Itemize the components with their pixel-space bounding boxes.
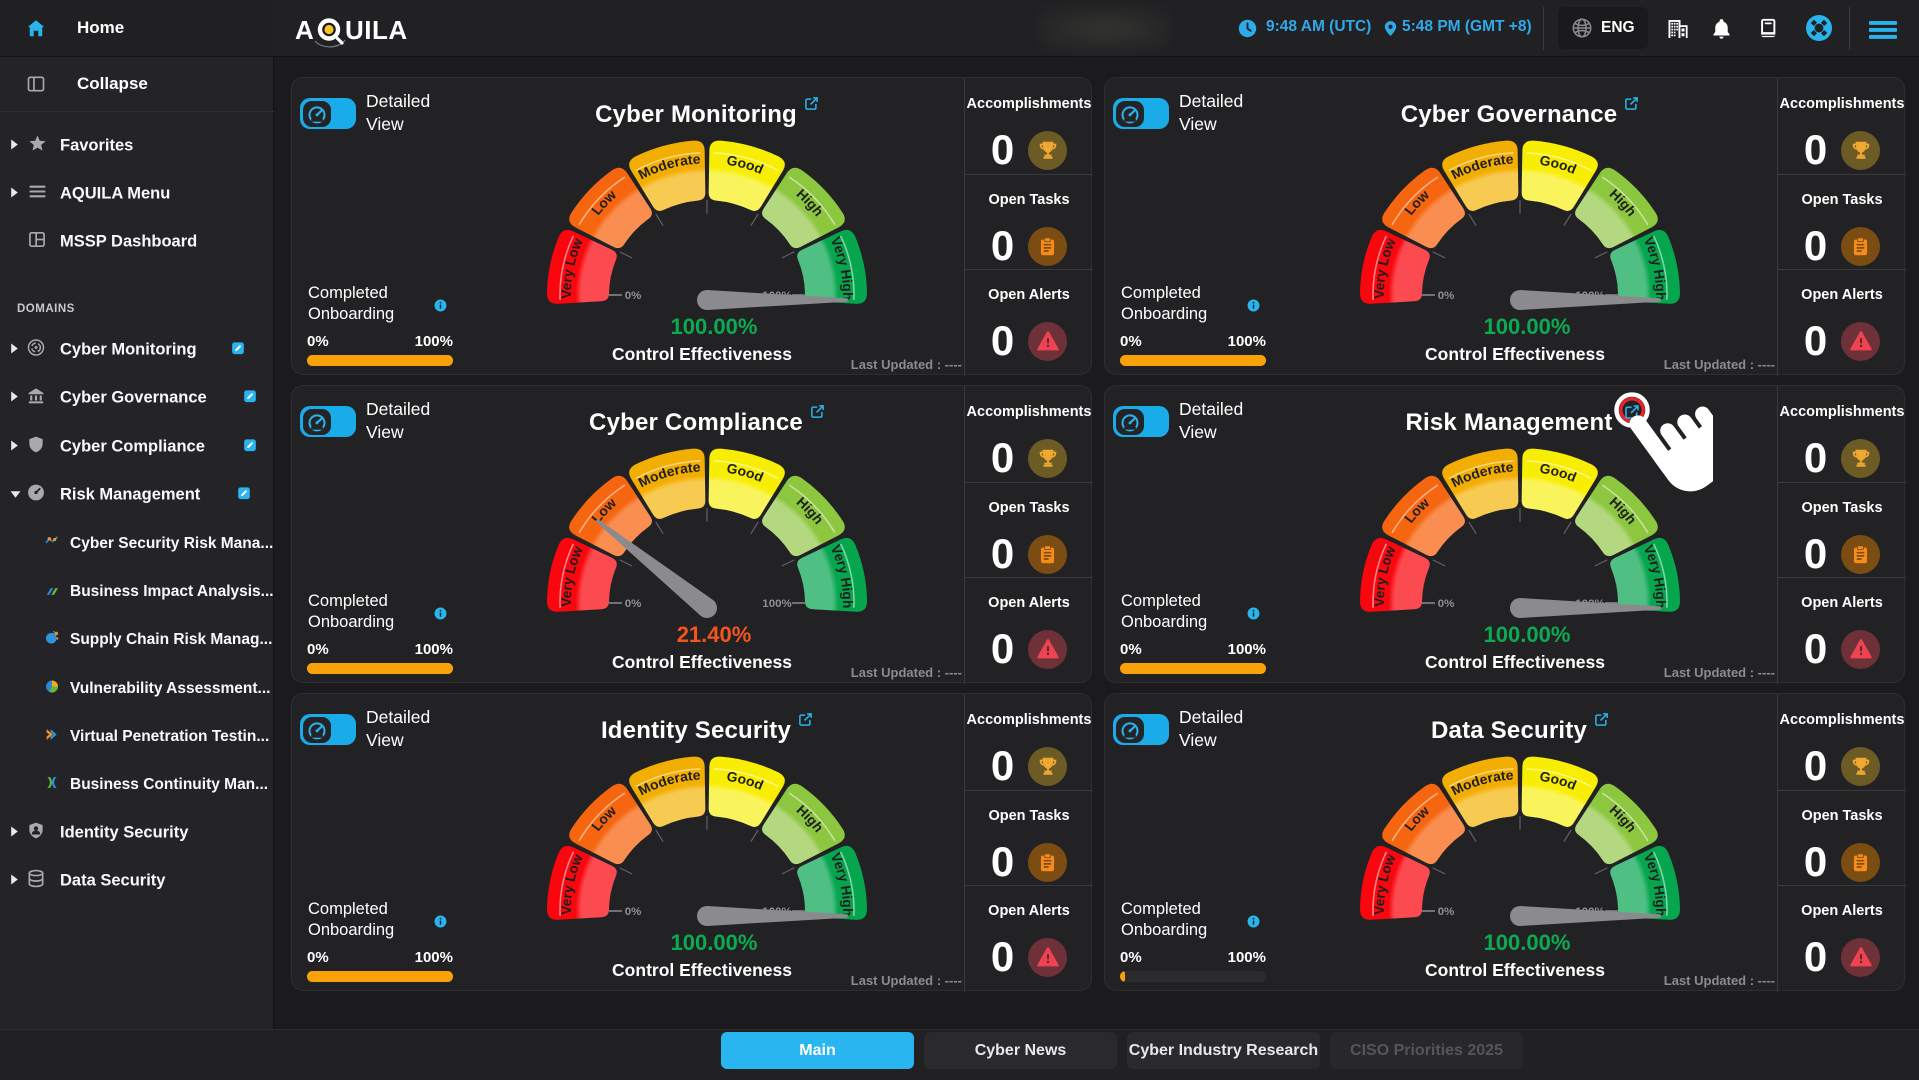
svg-text:0%: 0% bbox=[1438, 598, 1455, 610]
svg-text:0%: 0% bbox=[625, 598, 642, 610]
svg-text:0%: 0% bbox=[1438, 290, 1455, 302]
svg-text:0%: 0% bbox=[625, 290, 642, 302]
svg-text:100%: 100% bbox=[762, 598, 791, 610]
svg-text:A: A bbox=[295, 15, 314, 45]
svg-text:0%: 0% bbox=[1438, 906, 1455, 918]
svg-text:0%: 0% bbox=[625, 906, 642, 918]
svg-text:UILA: UILA bbox=[345, 15, 408, 45]
